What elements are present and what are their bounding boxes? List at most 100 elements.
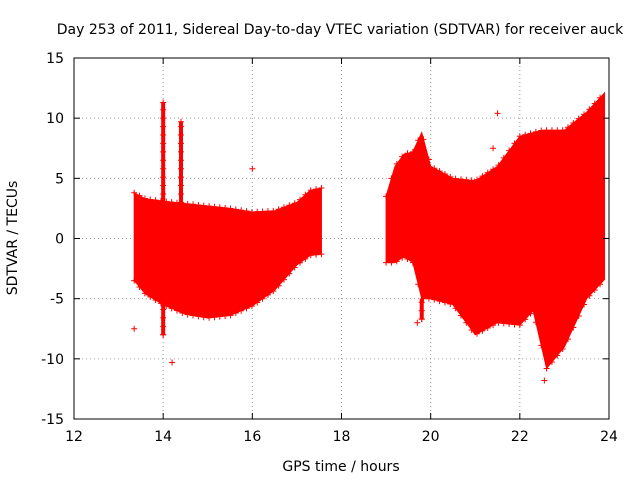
data-point <box>160 314 167 321</box>
data-point <box>200 314 207 321</box>
data-point <box>160 132 167 139</box>
data-point <box>243 208 250 215</box>
data-point <box>388 175 395 182</box>
data-point <box>495 319 502 326</box>
data-point <box>168 305 175 312</box>
data-point <box>313 186 320 193</box>
data-point <box>441 171 448 178</box>
data-point <box>160 182 167 189</box>
data-point <box>404 255 411 262</box>
data-point <box>436 298 443 305</box>
data-point <box>418 307 425 314</box>
data-point <box>597 94 604 101</box>
data-point <box>409 259 416 266</box>
data-point <box>297 259 304 266</box>
outlier-point <box>494 110 501 117</box>
data-point <box>516 133 523 140</box>
data-point <box>474 176 481 183</box>
data-point <box>393 258 400 265</box>
data-point <box>532 128 539 135</box>
data-point <box>548 127 555 134</box>
data-point <box>184 311 191 318</box>
data-point <box>452 175 459 182</box>
data-point <box>178 148 184 155</box>
data-point <box>160 298 167 305</box>
data-point <box>131 189 138 196</box>
data-point <box>538 127 545 134</box>
data-point <box>141 195 148 202</box>
data-point <box>404 150 411 157</box>
x-tick-label: 20 <box>422 429 440 445</box>
data-point <box>179 309 186 316</box>
data-point <box>436 168 443 175</box>
data-point <box>178 182 184 189</box>
data-point <box>160 199 167 206</box>
chart-title: Day 253 of 2011, Sidereal Day-to-day VTE… <box>57 22 624 38</box>
data-point <box>570 324 577 331</box>
y-tick-label: 10 <box>46 111 64 127</box>
data-point <box>291 264 298 271</box>
x-tick-label: 16 <box>243 429 261 445</box>
data-point <box>160 123 167 130</box>
data-point <box>232 310 239 317</box>
data-point <box>254 208 261 215</box>
data-point <box>286 202 293 209</box>
data-point <box>554 352 561 359</box>
data-point <box>160 306 167 313</box>
data-point <box>152 197 159 204</box>
data-point <box>527 130 534 137</box>
data-point <box>227 312 234 319</box>
data-point <box>131 277 138 284</box>
data-point <box>495 162 502 169</box>
data-point <box>313 251 320 258</box>
data-point <box>452 305 459 312</box>
data-point <box>216 313 223 320</box>
data-point <box>425 295 432 302</box>
data-point <box>500 154 507 161</box>
data-point <box>160 331 167 338</box>
data-point <box>173 307 180 314</box>
data-point <box>516 322 523 329</box>
data-point <box>409 148 416 155</box>
data-point <box>506 320 513 327</box>
data-point <box>238 207 245 214</box>
data-point <box>160 323 167 330</box>
data-point <box>474 330 481 337</box>
data-point <box>302 191 309 198</box>
y-tick-label: 15 <box>46 51 64 67</box>
data-point <box>543 127 550 134</box>
data-point <box>195 313 202 320</box>
x-tick-label: 14 <box>154 429 172 445</box>
data-point <box>581 111 588 118</box>
data-point <box>307 187 314 194</box>
data-point <box>559 345 566 352</box>
y-axis-label: SDTVAR / TECUs <box>5 181 21 296</box>
data-point <box>286 270 293 277</box>
data-point <box>500 320 507 327</box>
data-point <box>479 173 486 180</box>
data-point <box>447 173 454 180</box>
data-point <box>178 199 184 206</box>
data-point <box>564 336 571 343</box>
data-point <box>168 199 175 206</box>
data-point <box>280 204 287 211</box>
data-point <box>564 124 571 131</box>
y-tick-label: -15 <box>41 412 64 428</box>
data-point <box>393 160 400 167</box>
data-point <box>259 295 266 302</box>
data-point <box>160 148 167 155</box>
data-point <box>597 281 604 288</box>
outlier-point <box>249 165 256 172</box>
data-point <box>291 200 298 207</box>
data-point <box>522 131 529 138</box>
data-point <box>136 283 143 290</box>
axis-ticks: 12 14 16 18 20 22 24 -15 -10 -5 0 5 10 15 <box>41 51 618 445</box>
data-point <box>418 299 425 306</box>
data-point <box>141 290 148 297</box>
data-point <box>543 365 550 372</box>
data-point <box>200 202 207 209</box>
data-point <box>195 201 202 208</box>
data-point <box>178 132 184 139</box>
data-point <box>178 165 184 172</box>
